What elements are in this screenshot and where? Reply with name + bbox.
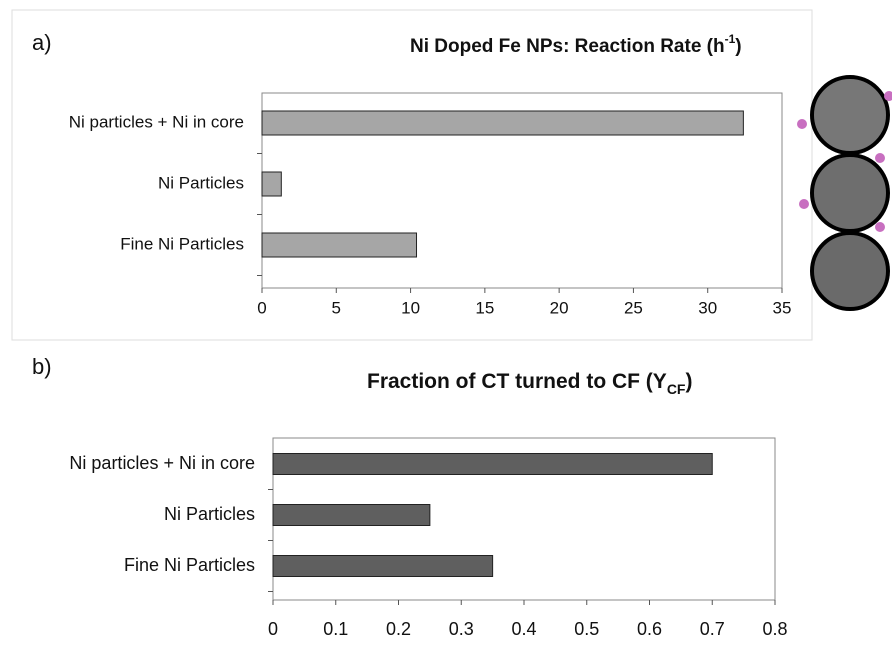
x-tick-label: 0: [268, 619, 278, 639]
x-tick-label: 5: [332, 298, 341, 317]
x-tick-label: 10: [401, 298, 420, 317]
x-tick-label: 0.2: [386, 619, 411, 639]
dot: [797, 119, 807, 129]
x-tick-label: 0.3: [449, 619, 474, 639]
chart-title: Ni Doped Fe NPs: Reaction Rate (h-1): [410, 32, 742, 57]
title-part: -1: [725, 32, 736, 46]
x-tick-label: 30: [698, 298, 717, 317]
x-tick-label: 0.7: [700, 619, 725, 639]
bar: [262, 233, 417, 257]
particle: [812, 233, 888, 309]
dot: [875, 222, 885, 232]
x-tick-label: 15: [475, 298, 494, 317]
bar: [273, 556, 493, 577]
title-part: Fraction of CT turned to CF (Y: [367, 370, 667, 393]
x-tick-label: 0.6: [637, 619, 662, 639]
x-tick-label: 0.4: [511, 619, 536, 639]
category-label: Ni particles + Ni in core: [69, 453, 255, 473]
x-tick-label: 0.1: [323, 619, 348, 639]
x-tick-label: 25: [624, 298, 643, 317]
particle: [812, 155, 888, 231]
particle: [812, 77, 888, 153]
x-tick-label: 35: [773, 298, 792, 317]
bar: [273, 505, 430, 526]
title-part: CF: [667, 381, 686, 397]
title-part: ): [735, 36, 741, 57]
chart-title: Fraction of CT turned to CF (YCF): [367, 370, 692, 397]
x-tick-label: 0: [257, 298, 266, 317]
x-tick-label: 20: [550, 298, 569, 317]
category-label: Fine Ni Particles: [124, 555, 255, 575]
figure: a) Ni Doped Fe NPs: Reaction Rate (h-1) 0 5…: [0, 0, 892, 665]
bar: [273, 454, 712, 475]
panel-label: b): [32, 354, 52, 379]
title-part: Ni Doped Fe NPs: Reaction Rate (h: [410, 36, 725, 57]
bar: [262, 172, 281, 196]
title-part: ): [685, 370, 692, 393]
category-label: Ni particles + Ni in core: [69, 112, 244, 131]
particle-illustration: [797, 77, 892, 309]
category-label: Fine Ni Particles: [120, 234, 244, 253]
page: a) Ni Doped Fe NPs: Reaction Rate (h-1) 0 5…: [0, 0, 892, 665]
x-tick-label: 0.5: [574, 619, 599, 639]
panel-label: a): [32, 30, 52, 55]
bar: [262, 111, 743, 135]
dot: [799, 199, 809, 209]
dot: [875, 153, 885, 163]
x-tick-label: 0.8: [762, 619, 787, 639]
category-label: Ni Particles: [164, 504, 255, 524]
chart: b) Fraction of CT turned to CF (YCF) 0 0.1 0…: [32, 354, 788, 639]
category-label: Ni Particles: [158, 173, 244, 192]
